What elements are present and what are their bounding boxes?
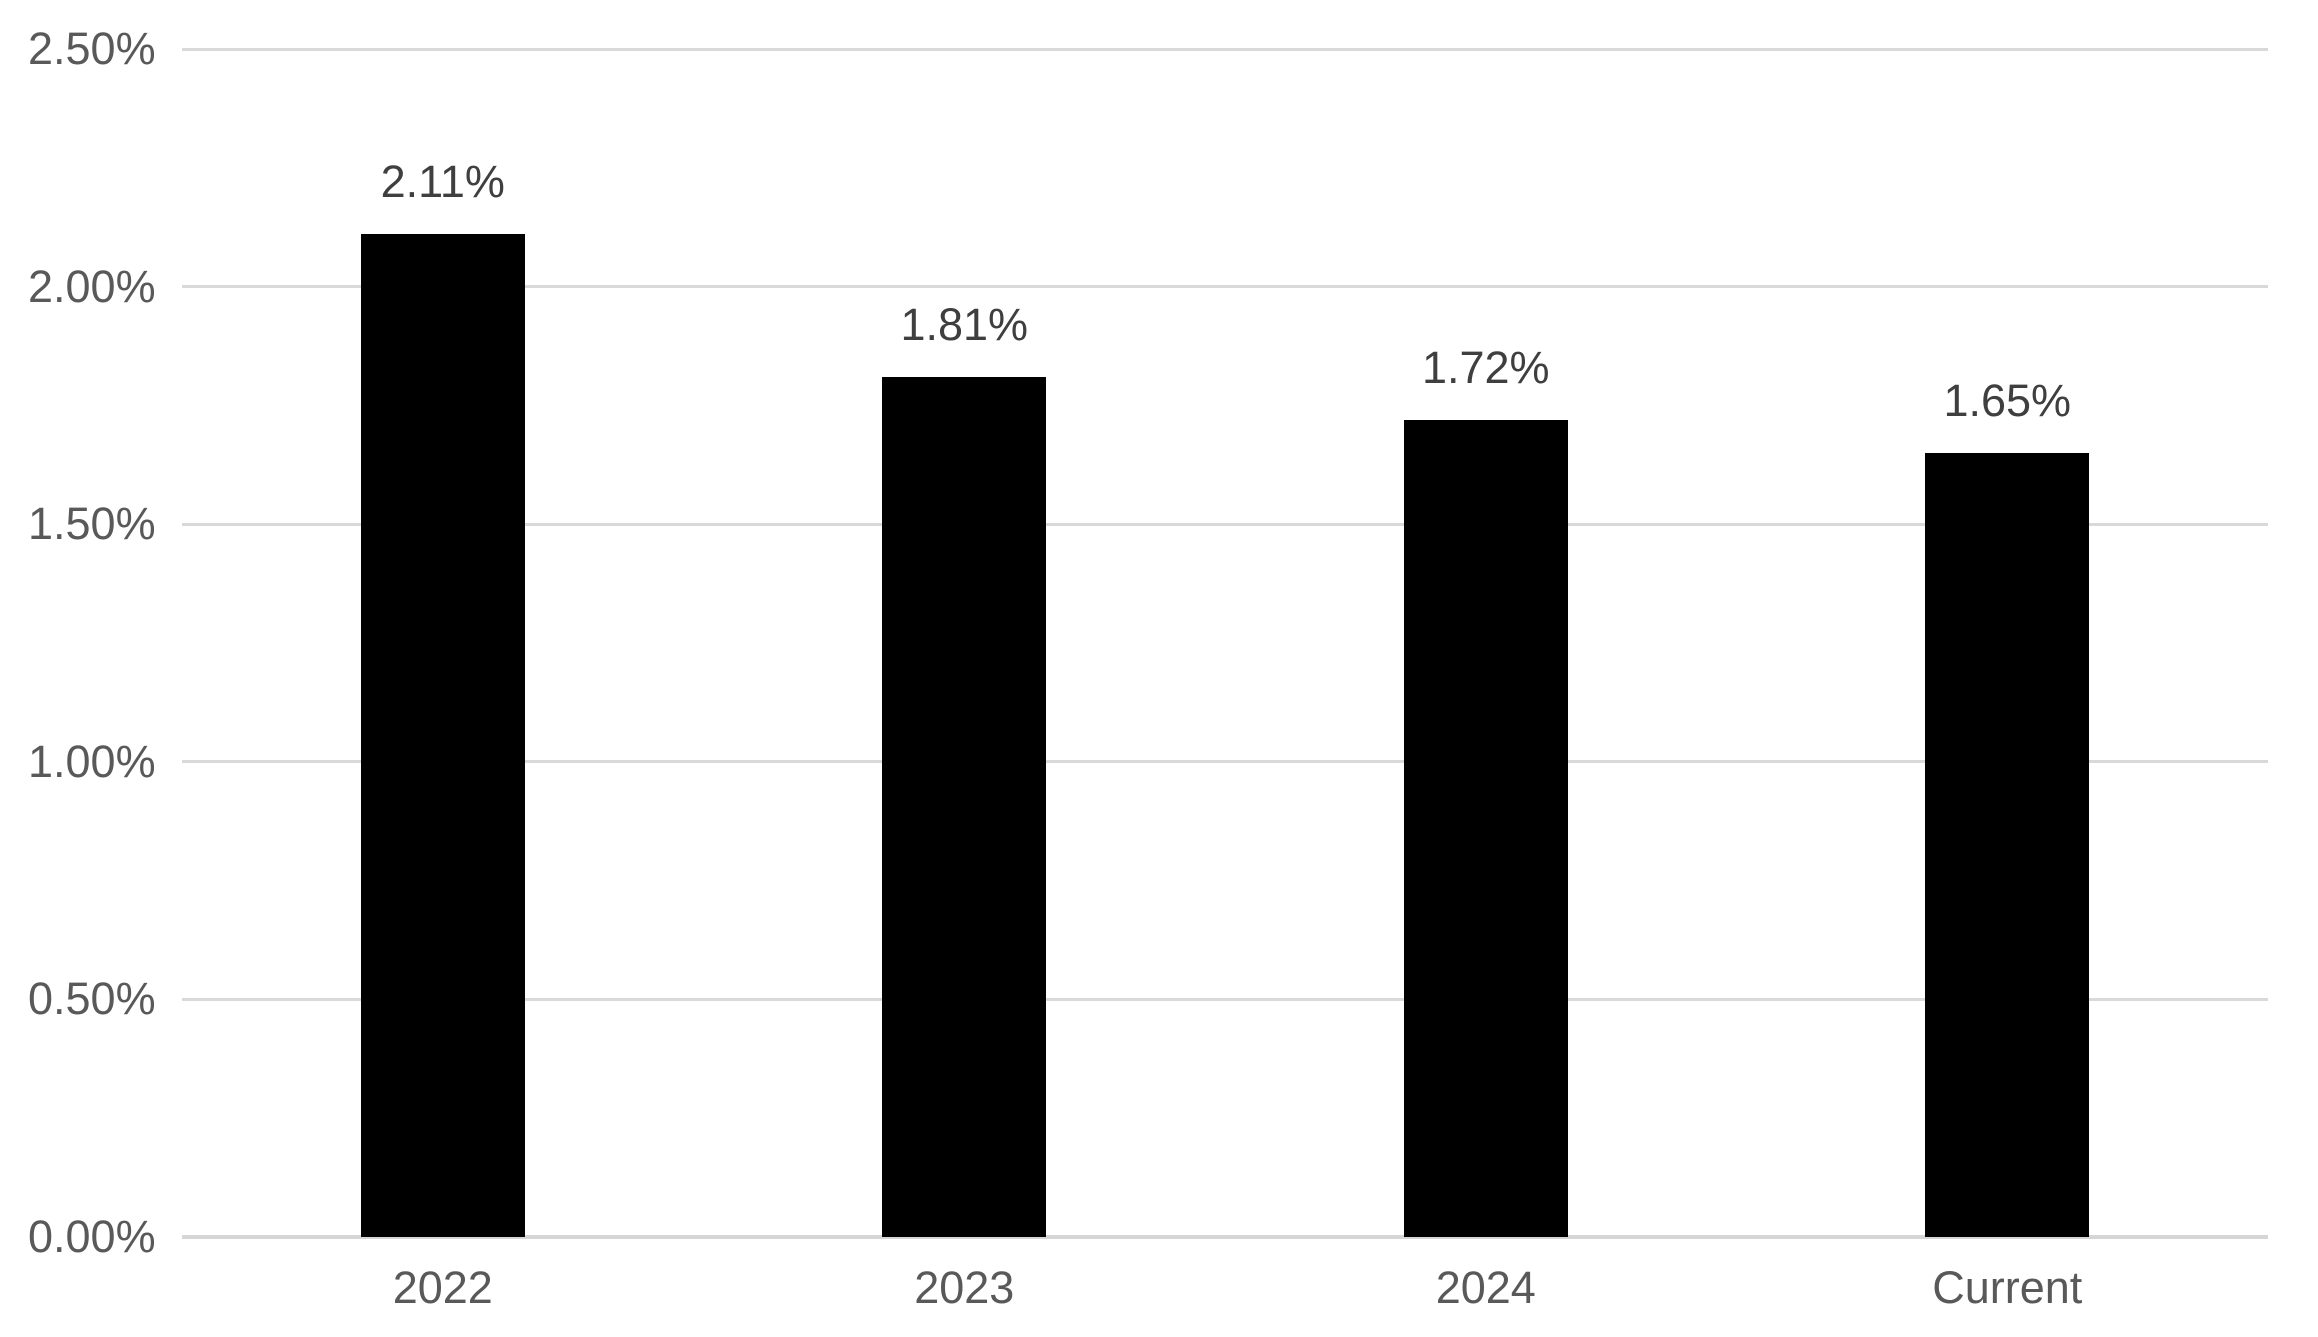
- y-axis-tick-label: 2.00%: [28, 260, 156, 312]
- y-axis-tick-label: 1.50%: [28, 498, 156, 550]
- y-axis-tick-label: 2.50%: [28, 23, 156, 74]
- y-axis-tick-label: 0.00%: [28, 1211, 156, 1262]
- bar: [882, 376, 1047, 1237]
- x-axis-line: [182, 1235, 2268, 1239]
- gridline: [182, 760, 2268, 764]
- bar-value-label: 1.81%: [900, 298, 1029, 350]
- gridline: [182, 522, 2268, 526]
- bar-value-label: 2.11%: [380, 156, 505, 208]
- bar: [360, 234, 525, 1237]
- y-axis-tick-label: 0.50%: [28, 973, 156, 1025]
- x-axis-label: Current: [1932, 1262, 2083, 1313]
- y-axis-tick-label: 1.00%: [28, 735, 156, 787]
- x-axis-label: 2022: [392, 1262, 493, 1313]
- bar-value-label: 1.65%: [1943, 374, 2072, 426]
- bar-value-label: 1.72%: [1421, 341, 1550, 393]
- x-axis-label: 2023: [914, 1262, 1015, 1313]
- gridline: [182, 997, 2268, 1001]
- x-axis-label: 2024: [1435, 1262, 1536, 1313]
- gridline: [182, 47, 2268, 51]
- gridline: [182, 285, 2268, 289]
- bar: [1925, 452, 2090, 1237]
- bar: [1403, 419, 1568, 1237]
